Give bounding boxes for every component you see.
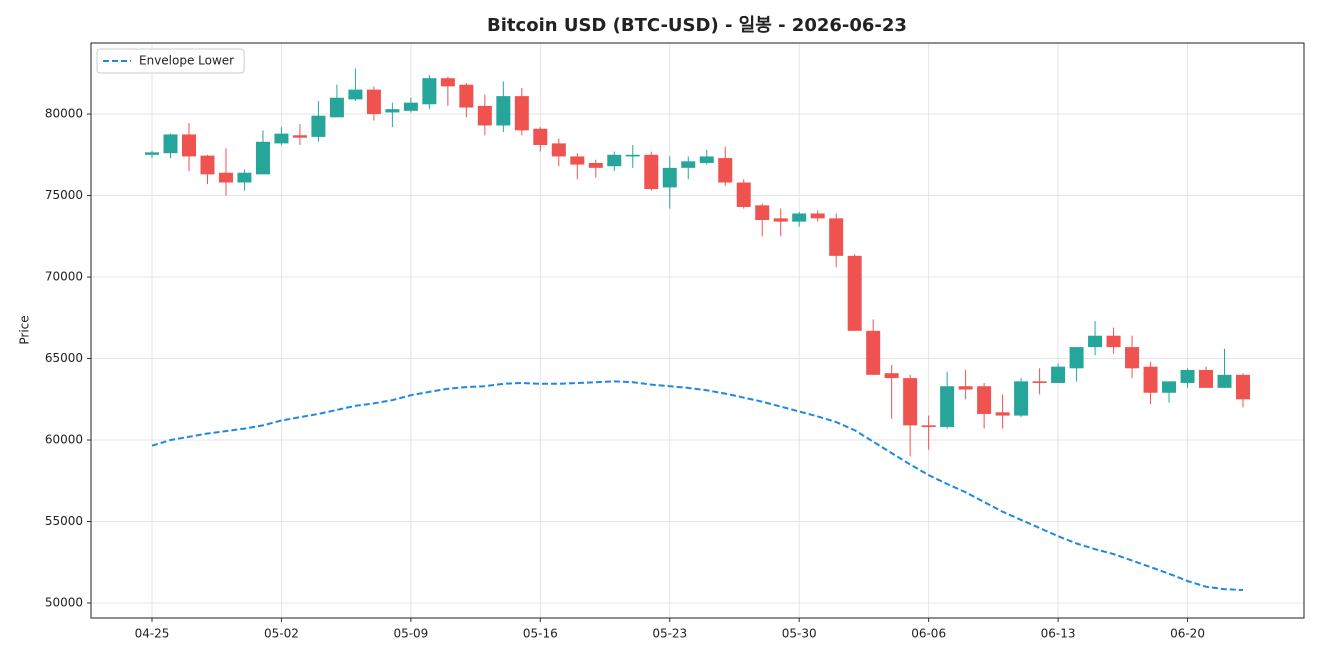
candle-body bbox=[329, 97, 344, 118]
candle-body bbox=[903, 378, 918, 426]
candle-body bbox=[1236, 374, 1250, 400]
x-tick-label: 05-23 bbox=[652, 627, 687, 641]
candle-body bbox=[274, 133, 289, 144]
candle-body bbox=[181, 134, 196, 157]
candle-body bbox=[755, 205, 770, 220]
x-tick-label: 05-30 bbox=[782, 627, 817, 641]
candle-body bbox=[551, 143, 566, 157]
candle-body bbox=[1162, 381, 1177, 393]
y-tick-label: 70000 bbox=[45, 270, 83, 284]
x-tick-label: 05-16 bbox=[523, 627, 558, 641]
candle-body bbox=[736, 182, 751, 207]
plot-frame bbox=[90, 42, 1305, 619]
candle-body bbox=[1106, 335, 1121, 348]
candle-body bbox=[588, 162, 603, 168]
candle-body bbox=[847, 255, 862, 331]
candle-body bbox=[496, 96, 511, 126]
candle-body bbox=[958, 386, 973, 390]
x-tick-label: 05-02 bbox=[264, 627, 299, 641]
candle-body bbox=[921, 425, 936, 427]
candle-body bbox=[884, 373, 899, 379]
candle-body bbox=[1069, 347, 1084, 369]
candle-body bbox=[403, 102, 418, 111]
candle-body bbox=[533, 128, 548, 146]
candle-body bbox=[995, 412, 1010, 416]
candle-body bbox=[718, 158, 733, 183]
candle-body bbox=[1125, 347, 1140, 369]
candle-body bbox=[218, 172, 233, 183]
candle-body bbox=[1032, 381, 1047, 383]
candle-body bbox=[348, 89, 363, 100]
y-tick-label: 55000 bbox=[45, 514, 83, 528]
x-tick-label: 04-25 bbox=[135, 627, 170, 641]
candle-body bbox=[292, 135, 307, 138]
y-tick-label: 50000 bbox=[45, 596, 83, 610]
candle-body bbox=[940, 386, 955, 427]
candle-body bbox=[255, 141, 270, 175]
y-tick-label: 65000 bbox=[45, 351, 83, 365]
candle-body bbox=[311, 115, 326, 137]
legend-box bbox=[96, 48, 245, 74]
candle-body bbox=[810, 213, 825, 219]
candle-body bbox=[366, 89, 381, 115]
legend: Envelope Lower bbox=[96, 48, 245, 74]
candle-body bbox=[1217, 374, 1232, 388]
candle-body bbox=[681, 161, 696, 168]
candle-body bbox=[200, 155, 215, 175]
x-tick-label: 06-13 bbox=[1041, 627, 1076, 641]
candle-body bbox=[459, 84, 474, 108]
candle-body bbox=[514, 96, 529, 131]
candle-body bbox=[773, 218, 788, 222]
chart-title: Bitcoin USD (BTC-USD) - 일봉 - 2026-06-23 bbox=[487, 15, 907, 36]
y-axis-label: Price bbox=[18, 315, 32, 344]
candle-body bbox=[866, 330, 881, 375]
x-tick-label: 05-09 bbox=[393, 627, 428, 641]
candle-body bbox=[163, 134, 178, 154]
candle-body bbox=[440, 78, 455, 87]
y-tick-label: 80000 bbox=[45, 107, 83, 121]
candle-body bbox=[644, 154, 659, 190]
candle-body bbox=[422, 78, 437, 105]
candle-body bbox=[1199, 369, 1214, 388]
candle-body bbox=[477, 105, 492, 126]
y-tick-label: 60000 bbox=[45, 433, 83, 447]
candle-body bbox=[607, 154, 622, 167]
candle-body bbox=[792, 213, 807, 222]
candle-body bbox=[977, 386, 992, 414]
candle-body bbox=[829, 218, 844, 256]
candle-body bbox=[1180, 369, 1195, 383]
candle-body bbox=[1143, 366, 1158, 393]
y-tick-label: 75000 bbox=[45, 188, 83, 202]
candle-body bbox=[662, 167, 677, 188]
line-series bbox=[151, 380, 1244, 591]
x-tick-label: 06-20 bbox=[1170, 627, 1205, 641]
candle-body bbox=[570, 156, 585, 165]
legend-label: Envelope Lower bbox=[139, 54, 234, 68]
candle-body bbox=[625, 154, 640, 157]
candle-body bbox=[385, 109, 400, 113]
candle-body bbox=[237, 172, 252, 183]
x-tick-label: 06-06 bbox=[911, 627, 946, 641]
candle-body bbox=[699, 156, 714, 163]
candle-body bbox=[1088, 335, 1103, 348]
candle-body bbox=[1014, 381, 1029, 416]
candle-body bbox=[1051, 366, 1066, 383]
candle-body bbox=[145, 152, 159, 155]
